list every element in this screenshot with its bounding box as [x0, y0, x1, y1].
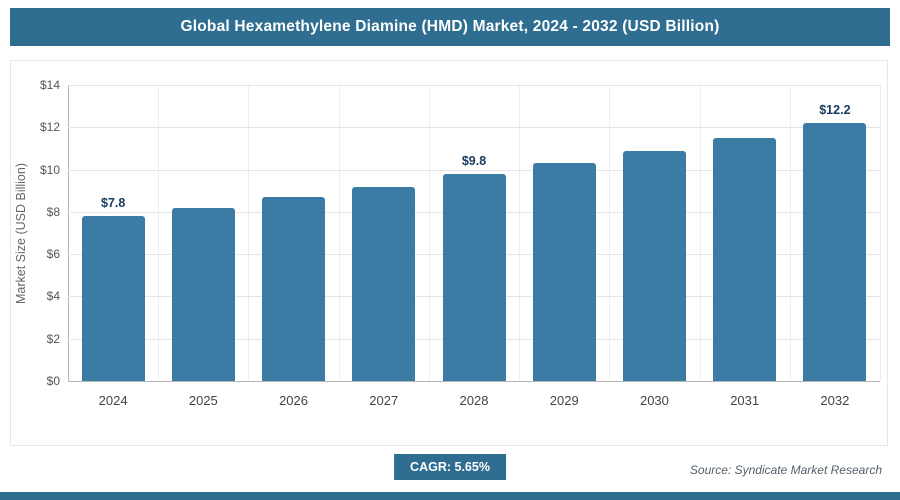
v-gridline [428, 85, 430, 381]
y-tick-label: $4 [46, 289, 60, 304]
v-gridline [248, 85, 250, 381]
bar-value-label: $9.8 [461, 153, 487, 168]
chart-title: Global Hexamethylene Diamine (HMD) Marke… [10, 8, 890, 46]
bar-2024 [81, 216, 145, 381]
h-gridline [68, 127, 880, 129]
bar-2025 [171, 207, 235, 381]
y-tick-label: $6 [46, 247, 60, 262]
y-tick-label: $8 [46, 204, 60, 219]
v-gridline [158, 85, 160, 381]
x-axis-line [68, 381, 880, 382]
x-tick-label: 2027 [369, 393, 399, 408]
cagr-badge: CAGR: 5.65% [394, 454, 506, 480]
bar-2032 [803, 123, 867, 381]
bar-2029 [532, 163, 596, 381]
v-gridline [338, 85, 340, 381]
y-tick-label: $2 [46, 331, 60, 346]
v-gridline [789, 85, 791, 381]
x-tick-label: 2025 [188, 393, 218, 408]
y-tick-label: $14 [39, 78, 60, 92]
x-tick-label: 2029 [549, 393, 579, 408]
x-tick-label: 2032 [820, 393, 850, 408]
bar-2030 [622, 150, 686, 381]
bar-2031 [713, 137, 777, 381]
h-gridline [68, 85, 880, 86]
bar-2028 [442, 173, 506, 381]
bar-value-label: $7.8 [100, 196, 126, 211]
y-tick-label: $10 [39, 162, 60, 177]
bar-2027 [352, 186, 416, 381]
x-tick-label: 2024 [98, 393, 128, 408]
h-gridline [68, 169, 880, 171]
y-axis-line [68, 85, 69, 381]
x-tick-label: 2031 [730, 393, 760, 408]
bottom-accent-strip [0, 492, 900, 500]
x-tick-label: 2030 [639, 393, 669, 408]
y-tick-label: $0 [46, 374, 60, 388]
x-tick-label: 2028 [459, 393, 489, 408]
v-gridline [699, 85, 701, 381]
x-tick-label: 2026 [279, 393, 308, 408]
bar-2026 [262, 197, 326, 381]
y-tick-label: $12 [39, 120, 60, 135]
v-gridline [880, 85, 881, 381]
v-gridline [609, 85, 611, 381]
v-gridline [519, 85, 521, 381]
plot-area: $0 $2 $4 $6 $8 $10 $12 $14 $7.8 2024 2025 2026 2027 $… [40, 78, 881, 408]
source-text: Source: Syndicate Market Research [689, 463, 882, 477]
bar-value-label: $12.2 [819, 103, 851, 118]
